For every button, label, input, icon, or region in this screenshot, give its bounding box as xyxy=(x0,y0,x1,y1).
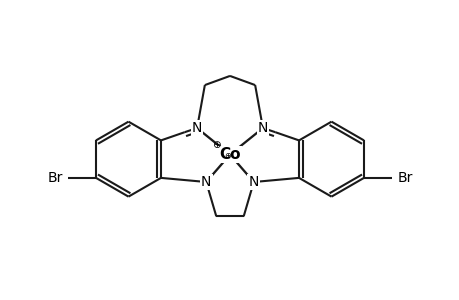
Text: N: N xyxy=(257,121,268,135)
Text: N: N xyxy=(248,175,258,189)
Text: N: N xyxy=(201,175,211,189)
Text: Br: Br xyxy=(47,171,62,185)
Text: Br: Br xyxy=(397,171,412,185)
Text: ⊕: ⊕ xyxy=(224,151,231,160)
Text: ⊕: ⊕ xyxy=(212,140,220,149)
Text: Co: Co xyxy=(219,147,240,162)
Text: N: N xyxy=(191,121,202,135)
